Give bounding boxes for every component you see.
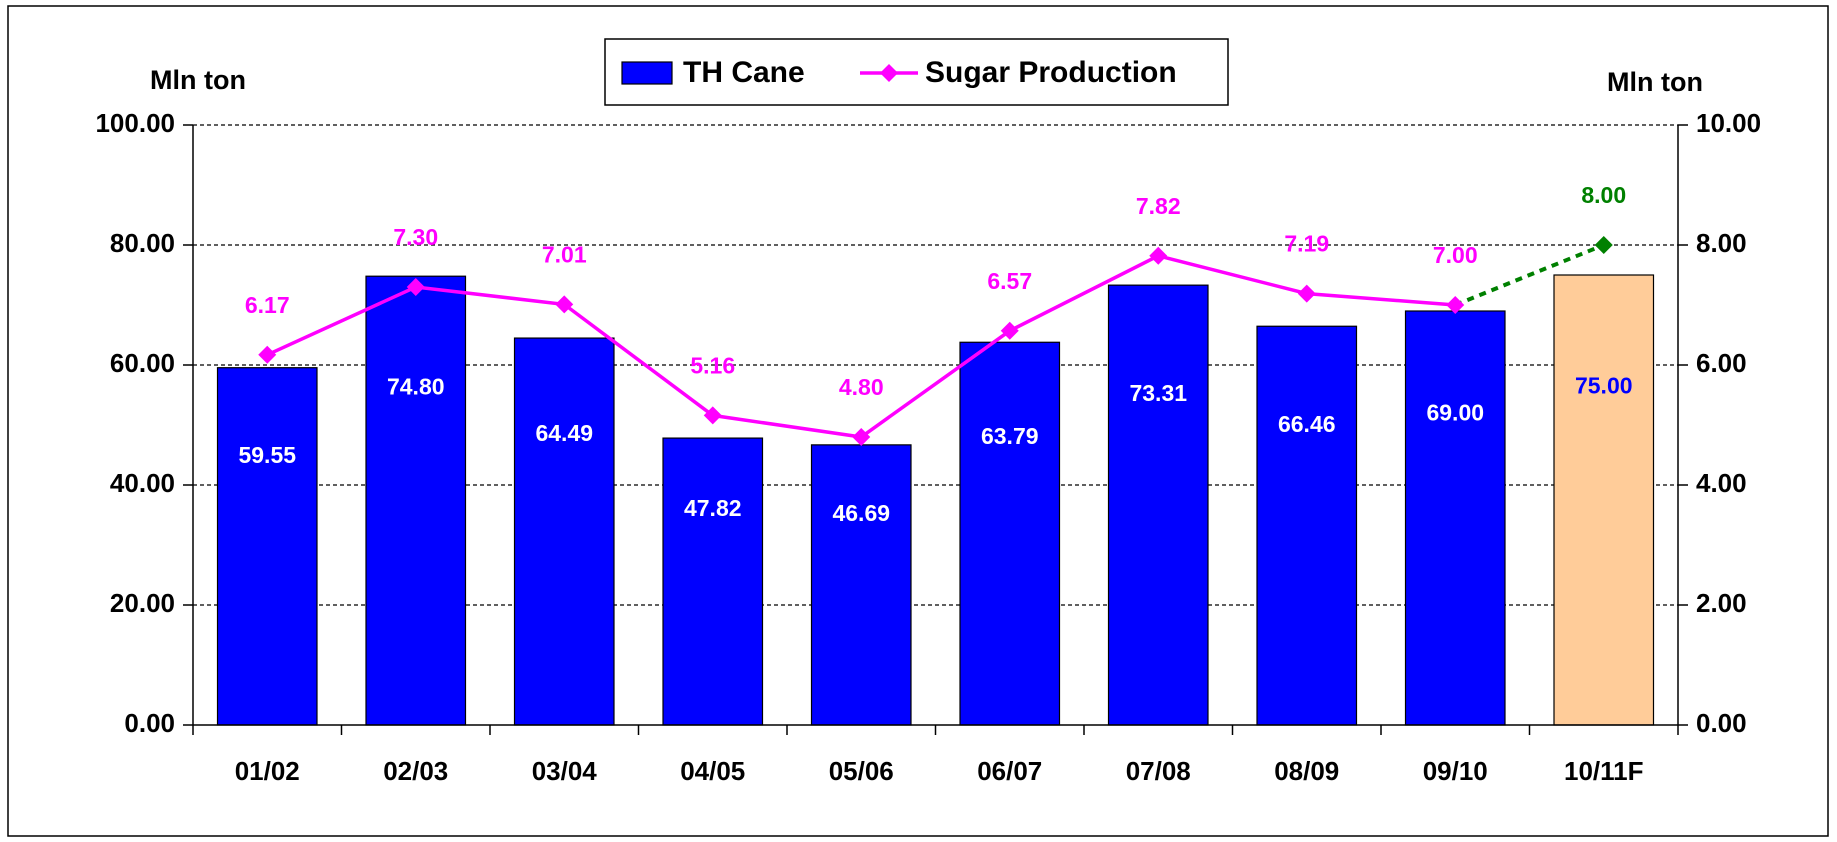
legend-swatch	[621, 61, 673, 85]
y-tick-label: 0.00	[124, 708, 175, 738]
y2-tick-label: 4.00	[1696, 468, 1747, 498]
x-tick-label: 06/07	[977, 756, 1042, 786]
line-marker	[555, 295, 574, 314]
y2-tick-label: 8.00	[1696, 228, 1747, 258]
y-tick-label: 20.00	[110, 588, 175, 618]
legend-marker	[880, 64, 898, 82]
x-tick-label: 09/10	[1423, 756, 1488, 786]
line-value-label: 6.17	[245, 292, 290, 318]
bar	[365, 275, 467, 726]
bar-value-label: 64.49	[535, 420, 593, 446]
bar-value-label: 66.46	[1278, 411, 1336, 437]
bar-value-label: 59.55	[238, 442, 296, 468]
y-tick-label: 60.00	[110, 348, 175, 378]
line-value-label: 5.16	[690, 352, 735, 378]
line-value-label: 6.57	[987, 268, 1032, 294]
y-tick-label: 100.00	[95, 108, 175, 138]
y-tick-label: 80.00	[110, 228, 175, 258]
line-value-label: 8.00	[1581, 182, 1626, 208]
line-value-label: 7.30	[393, 224, 438, 250]
y2-tick-label: 10.00	[1696, 108, 1761, 138]
line-marker	[852, 428, 871, 446]
line-marker	[1446, 296, 1465, 314]
legend-label: Sugar Production	[925, 56, 1177, 89]
bar-value-label: 69.00	[1426, 400, 1484, 426]
x-tick-label: 01/02	[235, 756, 300, 786]
x-tick-label: 02/03	[383, 756, 448, 786]
x-tick-label: 08/09	[1274, 756, 1339, 786]
bar	[1256, 325, 1358, 726]
y-axis-label: Mln ton	[150, 65, 246, 95]
line-value-label: 7.82	[1136, 193, 1181, 219]
line-marker	[406, 278, 425, 296]
bar	[810, 444, 912, 726]
bar	[216, 367, 318, 726]
bar	[1404, 310, 1506, 726]
x-tick-label: 03/04	[532, 756, 598, 786]
x-tick-label: 10/11F	[1564, 756, 1644, 786]
forecast-line	[1454, 243, 1605, 307]
bar-value-label: 63.79	[981, 423, 1039, 449]
y-tick-label: 40.00	[110, 468, 175, 498]
line-value-label: 7.19	[1284, 231, 1329, 257]
bar-value-label: 47.82	[684, 495, 742, 521]
bar-value-label: 46.69	[832, 500, 890, 526]
y2-tick-label: 2.00	[1696, 588, 1747, 618]
bar-value-label: 74.80	[387, 373, 445, 399]
line-value-label: 4.80	[839, 374, 884, 400]
line-value-label: 7.01	[542, 241, 587, 267]
bar	[513, 337, 615, 726]
line-marker	[1297, 284, 1316, 303]
x-tick-label: 05/06	[829, 756, 894, 786]
bar-value-label: 73.31	[1129, 380, 1187, 406]
bar-value-label: 75.00	[1575, 373, 1633, 399]
y2-axis-label: Mln ton	[1607, 67, 1703, 97]
line-marker	[1000, 321, 1019, 340]
x-tick-label: 04/05	[680, 756, 745, 786]
bar	[959, 341, 1061, 726]
line-marker	[1149, 246, 1168, 265]
line-marker	[1594, 236, 1613, 254]
y2-tick-label: 0.00	[1696, 708, 1747, 738]
x-tick-label: 07/08	[1126, 756, 1191, 786]
bar	[1553, 274, 1655, 726]
line-value-label: 7.00	[1433, 242, 1478, 268]
line-marker	[258, 345, 277, 364]
line-marker	[703, 406, 722, 425]
y2-tick-label: 6.00	[1696, 348, 1747, 378]
legend-label: TH Cane	[683, 56, 805, 89]
bar	[662, 437, 764, 726]
bar	[1107, 284, 1209, 726]
